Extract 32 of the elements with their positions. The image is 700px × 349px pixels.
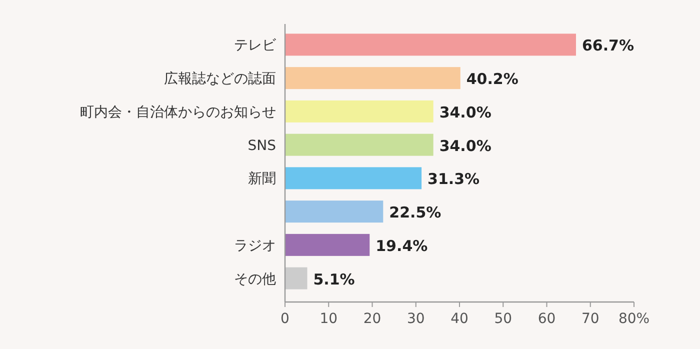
data-label: 40.2% (466, 70, 518, 88)
y-tick-label: 町内会・自治体からのお知らせ (80, 104, 276, 120)
x-tick-label: 0 (280, 311, 290, 327)
bar (285, 34, 576, 56)
y-tick-label: その他 (234, 271, 276, 288)
bar (285, 134, 434, 156)
bar (285, 100, 434, 122)
y-tick-label: 新聞 (248, 171, 276, 188)
x-tick-label: 70 (581, 311, 600, 327)
data-label: 22.5% (389, 204, 442, 222)
y-tick-label: テレビ (234, 38, 277, 54)
data-label: 31.3% (428, 170, 480, 188)
data-label: 34.0% (439, 103, 492, 122)
x-tick-label: 50 (494, 311, 512, 327)
x-tick-label: 60 (538, 311, 556, 327)
data-label: 66.7% (582, 36, 634, 55)
x-tick-label: 10 (320, 311, 338, 327)
bar (285, 234, 370, 256)
x-tick-label: 30 (406, 311, 425, 327)
y-tick-label: 広報誌などの誌面 (164, 71, 276, 88)
bar (285, 267, 308, 290)
y-tick-label: SNS (248, 138, 276, 154)
bar (285, 167, 422, 190)
data-label: 5.1% (313, 270, 355, 288)
x-tick-label: 20 (363, 311, 382, 327)
bar (285, 67, 460, 90)
y-tick-label: ラジオ (234, 238, 276, 254)
data-label: 19.4% (376, 236, 428, 255)
data-label: 34.0% (439, 136, 492, 155)
bar (285, 200, 384, 223)
x-tick-label: 40 (450, 311, 468, 327)
x-tick-label: 80% (618, 311, 650, 327)
